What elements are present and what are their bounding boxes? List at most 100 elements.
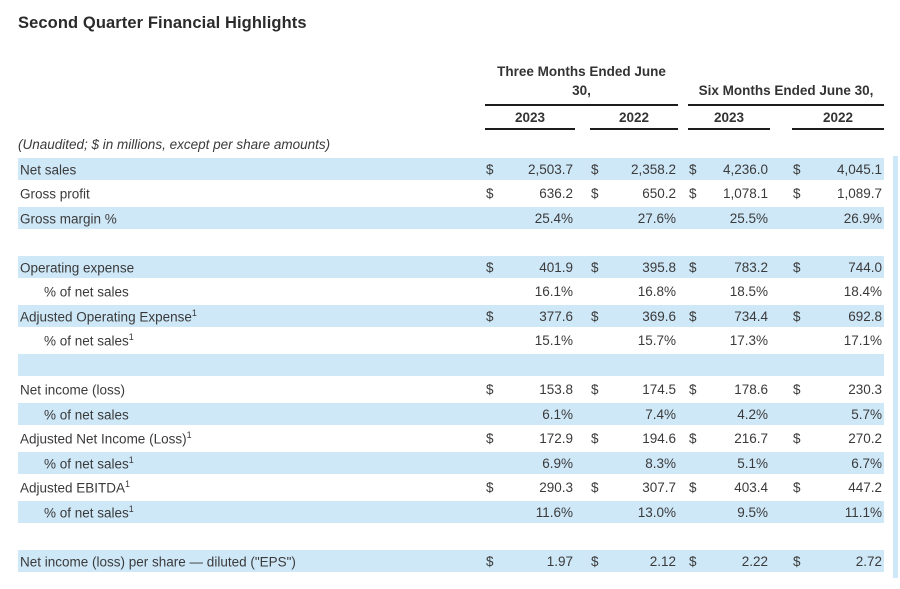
value: 1,089.7 bbox=[836, 186, 882, 201]
currency-symbol: $ bbox=[486, 480, 494, 495]
row-label: Gross margin % bbox=[18, 210, 485, 226]
row-label: Net income (loss) per share — diluted ("… bbox=[18, 553, 485, 570]
value-cell-3mo-2023: 16.1% bbox=[485, 284, 575, 299]
row-label-text: % of net sales bbox=[44, 456, 129, 472]
value-cell-6mo-2023: 17.3% bbox=[688, 333, 770, 348]
currency-symbol: $ bbox=[793, 259, 801, 275]
currency-symbol: $ bbox=[591, 186, 599, 201]
value-cell-6mo-2022: 11.1% bbox=[792, 505, 884, 520]
value: 692.8 bbox=[848, 308, 882, 324]
value-cell-6mo-2022: $447.2 bbox=[792, 480, 884, 495]
value: 783.2 bbox=[734, 259, 768, 275]
row-label: Operating expense bbox=[18, 259, 485, 276]
currency-symbol: $ bbox=[591, 480, 599, 495]
row-label-text: Gross profit bbox=[20, 186, 90, 202]
value: 6.9% bbox=[542, 455, 573, 471]
value-cell-3mo-2023: 6.9% bbox=[485, 456, 575, 471]
currency-symbol: $ bbox=[689, 186, 697, 201]
footnote-superscript: 1 bbox=[125, 479, 131, 490]
value: 27.6% bbox=[637, 210, 676, 226]
value: 18.4% bbox=[843, 284, 882, 299]
value-cell-6mo-2023: 4.2% bbox=[688, 407, 770, 422]
row-label-text: Adjusted Net Income (Loss) bbox=[20, 431, 187, 447]
currency-symbol: $ bbox=[689, 382, 697, 397]
currency-symbol: $ bbox=[486, 382, 494, 397]
value: 6.1% bbox=[542, 406, 573, 422]
value: 8.3% bbox=[645, 455, 676, 471]
row-label-text: Operating expense bbox=[20, 260, 135, 276]
value: 270.2 bbox=[848, 431, 882, 446]
value-cell-3mo-2022: $174.5 bbox=[590, 382, 678, 397]
currency-symbol: $ bbox=[793, 480, 801, 495]
currency-symbol: $ bbox=[689, 161, 697, 177]
value-cell-3mo-2023: 25.4% bbox=[485, 211, 575, 226]
document-body: Second Quarter Financial Highlights Thre… bbox=[18, 14, 884, 572]
year-header: 2022 bbox=[590, 110, 678, 130]
value-cell-6mo-2023: $403.4 bbox=[688, 480, 770, 495]
value-cell-3mo-2022: 7.4% bbox=[590, 407, 678, 422]
value: 174.5 bbox=[642, 382, 676, 397]
row-label: Gross profit bbox=[18, 185, 485, 202]
value-cell-3mo-2022: $194.6 bbox=[590, 431, 678, 446]
value: 26.9% bbox=[843, 210, 882, 226]
currency-symbol: $ bbox=[689, 431, 697, 446]
value-cell-6mo-2023: 18.5% bbox=[688, 284, 770, 299]
value-cell-6mo-2022: $230.3 bbox=[792, 382, 884, 397]
value: 307.7 bbox=[642, 480, 676, 495]
row-label-text: Net income (loss) per share — diluted ("… bbox=[20, 554, 296, 570]
row-label-text: Net sales bbox=[20, 162, 77, 178]
value: 4,045.1 bbox=[836, 161, 882, 177]
table-row: Adjusted Operating Expense1 $377.6 $369.… bbox=[18, 305, 884, 327]
value: 650.2 bbox=[642, 186, 676, 201]
value: 16.1% bbox=[534, 284, 573, 299]
table-row: Net income (loss) $153.8 $174.5 $178.6 $… bbox=[18, 379, 884, 401]
currency-symbol: $ bbox=[689, 553, 697, 569]
footnote-superscript: 1 bbox=[128, 332, 134, 343]
table-row: Operating expense $401.9 $395.8 $783.2 $… bbox=[18, 256, 884, 278]
value: 734.4 bbox=[734, 308, 768, 324]
currency-symbol: $ bbox=[486, 308, 494, 324]
table-row: Net sales $2,503.7 $2,358.2 $4,236.0 $4,… bbox=[18, 158, 884, 180]
value-cell-3mo-2023: 6.1% bbox=[485, 407, 575, 422]
row-label-text: % of net sales bbox=[44, 407, 129, 423]
value: 395.8 bbox=[642, 259, 676, 275]
value: 2.12 bbox=[649, 553, 676, 569]
value: 369.6 bbox=[642, 308, 676, 324]
footnote-superscript: 1 bbox=[128, 503, 134, 514]
value: 11.1% bbox=[844, 504, 882, 520]
value: 15.1% bbox=[534, 333, 573, 348]
value-cell-3mo-2023: 15.1% bbox=[485, 333, 575, 348]
value: 4,236.0 bbox=[722, 161, 768, 177]
value: 401.9 bbox=[539, 259, 573, 275]
currency-symbol: $ bbox=[486, 161, 494, 177]
value-cell-3mo-2023: $153.8 bbox=[485, 382, 575, 397]
value: 290.3 bbox=[539, 480, 573, 495]
value: 194.6 bbox=[642, 431, 676, 446]
currency-symbol: $ bbox=[486, 431, 494, 446]
value-cell-3mo-2023: 11.6% bbox=[485, 505, 575, 520]
table-row: % of net sales1 15.1% 15.7% 17.3% 17.1% bbox=[18, 330, 884, 352]
value-cell-3mo-2022: $369.6 bbox=[590, 309, 678, 324]
table-column-headers: Three Months Ended June 30, 2023 2022 Si… bbox=[18, 62, 884, 130]
value-cell-6mo-2022: 6.7% bbox=[792, 456, 884, 471]
value: 744.0 bbox=[848, 259, 882, 275]
row-label: % of net sales1 bbox=[18, 504, 485, 521]
value: 11.6% bbox=[535, 504, 573, 520]
value-cell-3mo-2022: $650.2 bbox=[590, 186, 678, 201]
value: 172.9 bbox=[539, 431, 573, 446]
row-label-text: Adjusted Operating Expense bbox=[20, 309, 192, 325]
footnote-superscript: 1 bbox=[128, 454, 134, 465]
year-header: 2023 bbox=[688, 110, 770, 130]
row-label: % of net sales1 bbox=[18, 455, 485, 472]
value-cell-3mo-2022: $2.12 bbox=[590, 554, 678, 569]
value: 403.4 bbox=[734, 480, 768, 495]
clipped-column-edge bbox=[893, 156, 898, 578]
year-subheaders: 2023 2022 bbox=[485, 110, 678, 130]
table-row bbox=[18, 526, 884, 548]
footnote-superscript: 1 bbox=[191, 307, 197, 318]
currency-symbol: $ bbox=[591, 431, 599, 446]
value: 1.97 bbox=[546, 553, 573, 569]
value-cell-6mo-2022: $4,045.1 bbox=[792, 162, 884, 177]
currency-symbol: $ bbox=[591, 161, 599, 177]
value-cell-6mo-2023: $1,078.1 bbox=[688, 186, 770, 201]
